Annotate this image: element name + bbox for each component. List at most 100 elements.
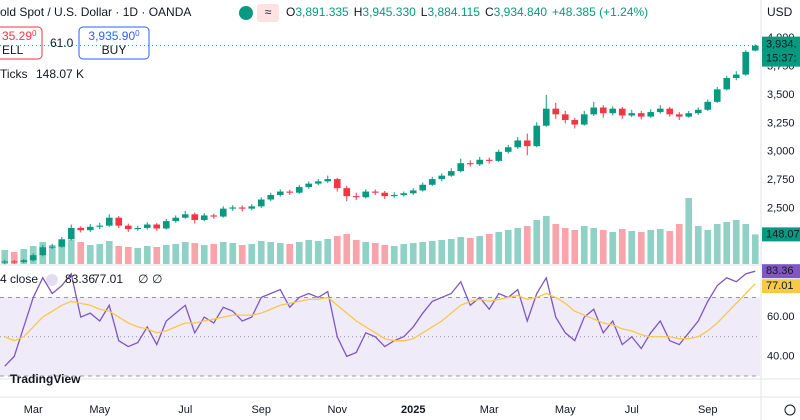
volume-bar: [485, 234, 493, 264]
sell-price: 35.29: [2, 29, 32, 43]
ohlc-value: 3,934.840: [494, 5, 548, 19]
candle-body: [495, 151, 503, 161]
volume-bar: [694, 226, 702, 264]
candle-body: [542, 108, 550, 126]
compare-button[interactable]: [257, 4, 279, 22]
candle-body: [67, 227, 75, 240]
candle-body: [533, 125, 541, 147]
volume-bar: [419, 242, 427, 264]
ohlc-key: L: [421, 5, 428, 19]
sell-price[interactable]: 35.290: [2, 29, 37, 43]
candle-body: [580, 114, 588, 125]
volume-bar: [381, 245, 389, 264]
volume-bar: [561, 228, 569, 264]
rsi-legend-title: 4 close: [0, 272, 38, 286]
buy-label[interactable]: BUY: [102, 43, 127, 57]
candle-body: [381, 192, 389, 197]
candle-body: [162, 221, 170, 229]
candle-body: [267, 194, 275, 200]
spread: 61.0: [50, 36, 74, 50]
volume-bar: [675, 224, 683, 264]
volume-bar: [552, 224, 560, 264]
candle-body: [723, 77, 731, 90]
x-tick-label: May: [89, 404, 110, 416]
rsi-settings-icon[interactable]: [46, 274, 58, 286]
candle-body: [514, 140, 522, 148]
volume-bar: [10, 252, 18, 264]
x-tick-label: Nov: [327, 404, 347, 416]
volume-legend-name: Ticks: [0, 67, 28, 81]
volume-bar: [200, 245, 208, 264]
volume-bar: [514, 228, 522, 264]
price-tick-label: 3,250: [767, 117, 795, 129]
last-price-label: 3,934.: [766, 39, 797, 51]
volume-bar: [647, 230, 655, 264]
candle-body: [409, 190, 417, 194]
market-status[interactable]: [239, 6, 253, 20]
candle-body: [704, 101, 712, 110]
candle-body: [58, 239, 66, 247]
candle-body: [295, 187, 303, 193]
volume-bar: [742, 224, 750, 264]
volume-bar: [238, 245, 246, 264]
candle-body: [86, 226, 94, 231]
candle-body: [428, 179, 436, 185]
x-tick-label: Mar: [24, 404, 43, 416]
volume-bar: [229, 243, 237, 264]
ohlc-value: 3,891.335: [295, 5, 349, 19]
candle-body: [618, 108, 626, 116]
price-tick-label: 3,500: [767, 89, 795, 101]
buy-button[interactable]: [78, 26, 150, 60]
candle-body: [229, 207, 237, 209]
volume-bar: [181, 242, 189, 264]
rsi-marker: [762, 264, 800, 279]
candle-body: [77, 227, 85, 231]
volume-bar: [495, 232, 503, 264]
volume-bar: [172, 244, 180, 264]
sell-sup: 0: [32, 29, 37, 38]
candle-body: [352, 196, 360, 198]
volume-bar: [438, 240, 446, 264]
rsi-legend-extra: ∅: [152, 272, 162, 286]
candle-body: [609, 108, 617, 114]
candle-body: [504, 147, 512, 152]
candle-body: [647, 112, 655, 117]
candle-body: [143, 224, 151, 228]
x-tick-label: Sep: [251, 404, 271, 416]
candle-body: [324, 179, 332, 182]
x-tick-label: 2025: [401, 404, 425, 416]
settings-gear[interactable]: [784, 404, 796, 416]
sell-label[interactable]: ELL: [2, 43, 24, 57]
volume-bar: [504, 230, 512, 264]
volume-bar: [153, 247, 161, 264]
volume-bar: [428, 241, 436, 264]
candle-body: [637, 113, 645, 117]
buy-price[interactable]: 3,935.900: [88, 29, 140, 43]
symbol-title[interactable]: old Spot / U.S. Dollar · 1D · OANDA: [0, 5, 191, 19]
candle-body: [10, 261, 18, 263]
x-tick-label: May: [555, 404, 576, 416]
rsi-marker: [762, 279, 800, 294]
volume-bar: [542, 216, 550, 264]
candle-body: [248, 206, 256, 209]
volume-bar: [1, 250, 9, 264]
candle-body: [343, 188, 351, 197]
volume-bar: [48, 245, 56, 264]
ohlc-change: +48.385 (+1.24%): [552, 5, 648, 19]
rsi-ma-legend-value: 77.01: [93, 272, 123, 286]
volume-bar: [77, 242, 85, 264]
volume-bar: [637, 232, 645, 264]
volume-bar: [276, 243, 284, 264]
candle-body: [210, 215, 218, 217]
volume-bar: [751, 234, 759, 264]
volume-bar: [210, 244, 218, 264]
volume-bar: [704, 230, 712, 264]
volume-bar: [324, 239, 332, 264]
volume-bar: [96, 244, 104, 264]
volume-bar: [666, 231, 674, 264]
sell-button[interactable]: [0, 26, 43, 60]
x-tick-label: Jul: [625, 404, 639, 416]
candle-body: [238, 207, 246, 209]
candle-body: [124, 225, 132, 230]
